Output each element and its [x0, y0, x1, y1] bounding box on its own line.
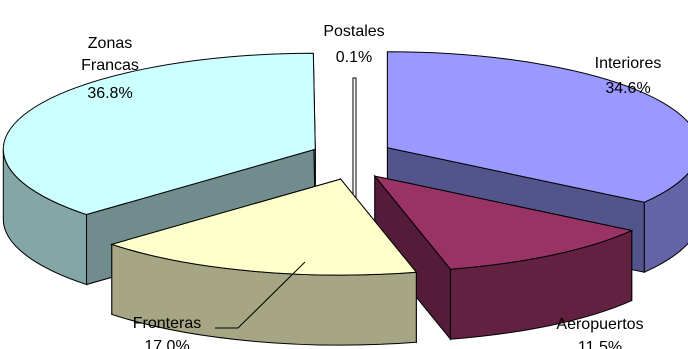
slice-top-face — [386, 51, 688, 203]
slice-value-interiores: 34.6% — [605, 80, 650, 97]
slice-label-fronteras: Fronteras — [133, 315, 201, 332]
slice-label-zonas-francas: Zonas Francas — [81, 35, 139, 74]
slice-label-aeropuertos: Aeropuertos — [556, 316, 643, 333]
slice-label-interiores: Interiores — [595, 55, 662, 72]
slice-aeropuertos — [373, 174, 634, 341]
slice-top-face — [373, 175, 634, 270]
slice-labels: Interiores 34.6% Aeropuertos 11.5% Fronteras… — [81, 23, 661, 349]
slice-outer-wall — [643, 172, 688, 273]
slice-label-postales: Postales — [323, 23, 384, 40]
slice-value-fronteras: 17.0% — [144, 338, 189, 349]
slice-value-zonas-francas: 36.8% — [87, 85, 132, 102]
slice-value-aeropuertos: 11.5% — [578, 339, 622, 349]
slice-value-postales: 0.1% — [336, 49, 372, 66]
pie-slices — [2, 51, 688, 346]
leader-line-fronteras — [215, 261, 306, 329]
slice-top-face — [2, 52, 316, 216]
slice-fronteras — [110, 177, 418, 346]
slice-top-face — [110, 178, 418, 276]
